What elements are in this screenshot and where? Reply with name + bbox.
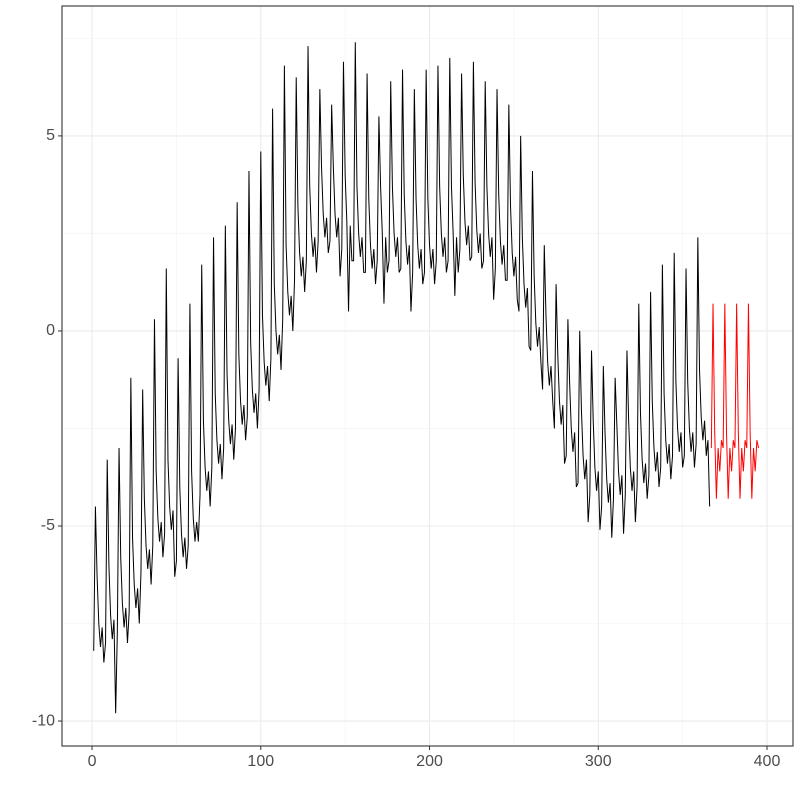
- y-tick-label: 5: [46, 127, 55, 144]
- data-line: [710, 303, 760, 499]
- plot-border: [61, 5, 794, 747]
- x-tick-label: 0: [88, 753, 97, 770]
- y-tick-label: -10: [32, 712, 55, 729]
- x-tick-label: 200: [416, 753, 443, 770]
- plot-panel: [62, 6, 793, 746]
- x-tick-label: 100: [247, 753, 274, 770]
- y-tick-label: 0: [46, 322, 55, 339]
- x-tick-label: 300: [585, 753, 612, 770]
- x-tick-label: 400: [754, 753, 781, 770]
- y-tick-label: -5: [41, 517, 55, 534]
- data-line: [93, 42, 711, 714]
